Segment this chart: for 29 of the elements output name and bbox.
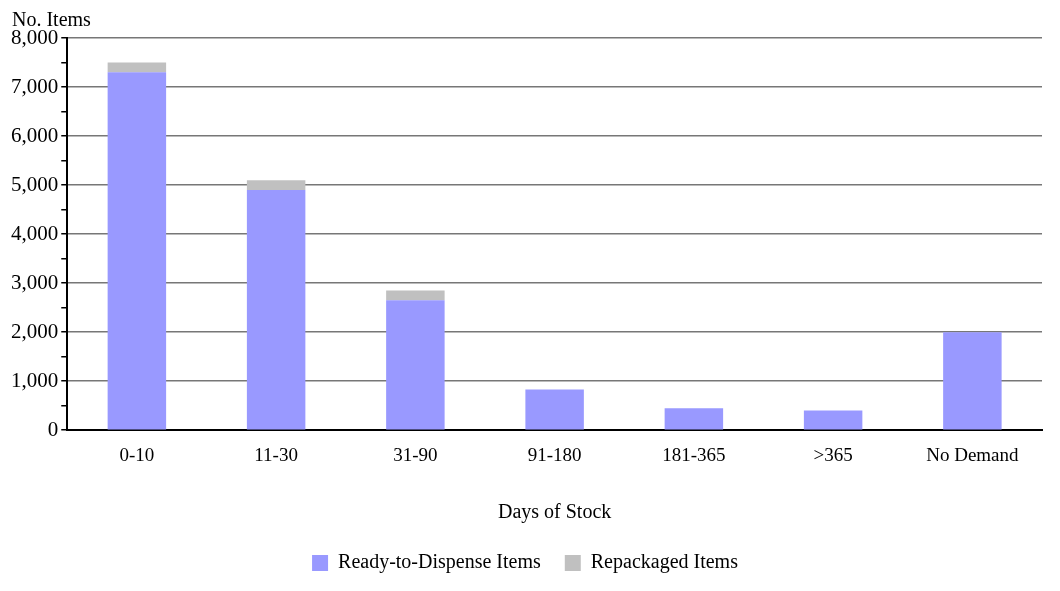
- y-tick-label: 7,000: [11, 73, 59, 98]
- y-tick-label: 0: [47, 416, 59, 441]
- x-tick-label: 181-365: [662, 443, 726, 465]
- bar: [107, 72, 167, 430]
- y-tick-label: 1,000: [11, 367, 59, 392]
- legend-label: Ready-to-Dispense Items: [338, 550, 541, 574]
- bar: [943, 332, 1002, 430]
- bar: [246, 189, 306, 430]
- bar: [107, 62, 167, 73]
- x-tick-label: >365: [813, 443, 853, 465]
- bar: [386, 300, 445, 430]
- y-tick-label: 2,000: [11, 318, 59, 343]
- bar: [525, 389, 584, 430]
- x-tick-label: 91-180: [527, 443, 582, 465]
- bar: [664, 408, 724, 430]
- y-tick-label: 3,000: [11, 269, 59, 294]
- y-tick-label: 6,000: [11, 122, 59, 147]
- x-tick-label: No Demand: [926, 443, 1020, 465]
- x-axis-title: Days of Stock: [497, 500, 612, 524]
- bar: [246, 180, 306, 190]
- x-tick-label: 0-10: [119, 443, 155, 465]
- bar: [386, 290, 445, 301]
- y-tick-label: 5,000: [11, 171, 59, 196]
- y-tick-label: 4,000: [11, 220, 59, 245]
- x-tick-label: 31-90: [393, 443, 438, 465]
- x-tick-label: 11-30: [254, 443, 298, 465]
- y-axis-title: No. Items: [12, 8, 91, 30]
- bar: [803, 410, 863, 430]
- legend-label: Repackaged Items: [590, 550, 739, 574]
